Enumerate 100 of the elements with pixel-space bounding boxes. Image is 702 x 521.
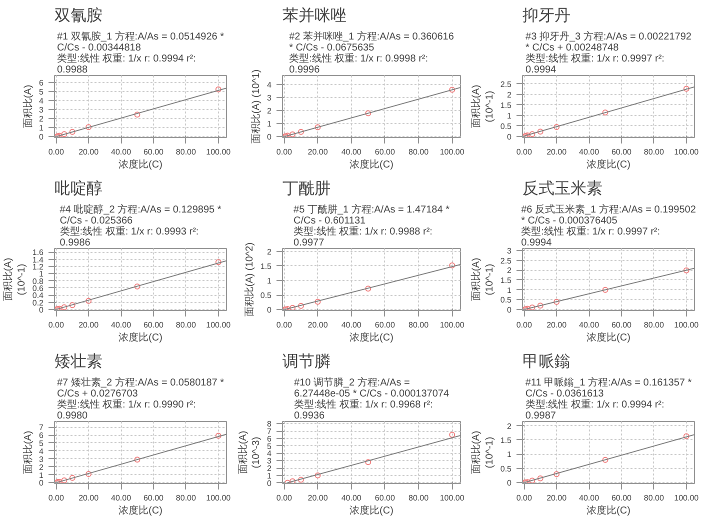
chart-title: 反式玉米素 bbox=[522, 180, 602, 198]
x-tick-label: 60.00 bbox=[374, 494, 396, 502]
x-tick-label: 20.00 bbox=[546, 494, 568, 502]
y-tick-label: 2.5 bbox=[500, 256, 512, 266]
y-axis-title: 面积比(A) bbox=[236, 430, 249, 474]
chart-subtitle: #3 抑牙丹_3 方程:A/As = 0.00221792 * C/Cs + 0.00248748 类型:线性 权重: 1/x r: 0.9997 r²: 0.9994 bbox=[526, 30, 692, 76]
chart-title: 吡啶醇 bbox=[54, 180, 102, 198]
y-tick-label: 2 bbox=[39, 114, 44, 124]
x-tick-label: 80.00 bbox=[644, 320, 664, 330]
chart-title: 丁酰肼 bbox=[282, 180, 330, 198]
y-tick-label: 5 bbox=[39, 88, 44, 97]
x-tick-label: 20.00 bbox=[546, 320, 568, 330]
y-tick-label: 2 bbox=[267, 106, 272, 116]
x-tick-label: 20.00 bbox=[78, 148, 100, 156]
y-tick-label: 0 bbox=[267, 132, 272, 142]
x-tick-label: 60.00 bbox=[143, 494, 164, 502]
x-tick-label: 80.00 bbox=[408, 320, 430, 330]
y-tick-label: 2.5 bbox=[500, 80, 512, 89]
y-tick-label: 1.6 bbox=[32, 248, 44, 258]
y-tick-label: 2 bbox=[267, 464, 272, 473]
x-axis-title: 浓度比(C) bbox=[350, 158, 394, 170]
y-tick-label: 0.5 bbox=[260, 291, 272, 300]
y-tick-label: 1 bbox=[507, 450, 512, 460]
y-tick-label: 0 bbox=[507, 306, 512, 315]
x-axis-title: 浓度比(C) bbox=[118, 504, 162, 516]
x-tick-label: 20.00 bbox=[78, 494, 100, 502]
chart-title: 苯并咪唑 bbox=[282, 6, 346, 24]
x-tick-label: 0.00 bbox=[276, 148, 293, 156]
y-tick-label: 1.5 bbox=[500, 276, 512, 285]
y-tick-label: 1.2 bbox=[32, 262, 44, 272]
chart-title: 双氰胺 bbox=[54, 6, 102, 24]
x-tick-label: 100.00 bbox=[440, 494, 465, 502]
y-tick-label: 7 bbox=[39, 423, 44, 432]
y-tick-label: 6 bbox=[39, 431, 44, 440]
x-tick-label: 80.00 bbox=[176, 148, 196, 156]
y-tick-label: 3 bbox=[39, 106, 44, 115]
y-tick-label: 2 bbox=[507, 266, 512, 276]
chart-subtitle: #5 丁酰肼_1 方程:A/As = 1.47184 * C/Cs - 0.601131 类型:线性 权重: 1/x r: 0.9988 r²: 0.9977 bbox=[294, 204, 450, 248]
x-tick-label: 40.00 bbox=[579, 320, 600, 330]
chart-title: 抑牙丹 bbox=[522, 8, 570, 24]
y-tick-label: 6 bbox=[39, 78, 44, 88]
x-tick-label: 80.00 bbox=[176, 494, 196, 502]
x-tick-label: 60.00 bbox=[374, 320, 396, 330]
chart-title: 矮壮素 bbox=[54, 352, 102, 370]
y-tick-label: 5 bbox=[39, 438, 44, 448]
x-tick-label: 80.00 bbox=[644, 148, 664, 156]
chart-subtitle: #7 矮壮素_2 方程:A/As = 0.0580187 * C/Cs + 0.0276703 类型:线性 权重: 1/x r: 0.9990 r²: 0.9980 bbox=[56, 376, 224, 422]
x-tick-label: 0.00 bbox=[48, 148, 64, 156]
y-tick-label: 1 bbox=[267, 120, 272, 129]
chart-title: 调节膦 bbox=[282, 352, 330, 370]
x-tick-label: 20.00 bbox=[546, 148, 568, 156]
y-tick-label: 0 bbox=[507, 478, 512, 488]
x-axis-title: 浓度比(C) bbox=[586, 504, 630, 516]
x-tick-label: 60.00 bbox=[611, 148, 632, 156]
y-axis-title: 面积比(A) (10^-1) bbox=[470, 258, 496, 302]
x-tick-label: 20.00 bbox=[308, 320, 328, 330]
x-tick-label: 80.00 bbox=[408, 494, 430, 502]
y-tick-label: 1 bbox=[267, 471, 272, 480]
y-axis-title: 面积比(A) (10^1) bbox=[250, 69, 262, 144]
y-tick-label: 1.5 bbox=[500, 436, 512, 445]
y-tick-label: 0.5 bbox=[500, 296, 512, 305]
x-axis-title: 浓度比(C) bbox=[586, 158, 630, 170]
y-axis-title: 面积比(A) (10^-1) bbox=[470, 430, 496, 474]
y-tick-label: 2 bbox=[267, 247, 272, 256]
y-tick-label: 0.5 bbox=[500, 122, 512, 131]
chart-subtitle: #2 苯并咪唑_1 方程:A/As = 0.360616 * C/Cs - 0.0675635 类型:线性 权重: 1/x r: 0.9998 r²: 0.9996 bbox=[289, 30, 454, 76]
y-tick-label: 1.5 bbox=[500, 100, 512, 110]
chart-subtitle: #4 吡啶醇_2 方程:A/As = 0.129895 * C/Cs - 0.025366 类型:线性 权重: 1/x r: 0.9993 r²: 0.9986 bbox=[60, 204, 222, 248]
y-tick-label: 3 bbox=[267, 94, 272, 103]
y-tick-label: 1 bbox=[39, 270, 44, 279]
y-tick-label: 1 bbox=[39, 124, 44, 133]
x-tick-label: 60.00 bbox=[611, 494, 632, 502]
x-tick-label: 0.00 bbox=[48, 320, 64, 330]
chart-title: 甲哌鎓 bbox=[522, 352, 570, 370]
y-tick-label: 3 bbox=[267, 456, 272, 466]
x-tick-label: 80.00 bbox=[176, 320, 196, 330]
x-tick-label: 80.00 bbox=[408, 148, 430, 156]
y-tick-label: 1 bbox=[267, 276, 272, 286]
y-tick-label: 2 bbox=[507, 90, 512, 100]
x-tick-label: 40.00 bbox=[111, 320, 132, 330]
y-tick-label: 7 bbox=[267, 427, 272, 436]
x-tick-label: 80.00 bbox=[644, 494, 664, 502]
chart-subtitle: #6 反式玉米素_1 方程:A/As = 0.199502 * C/Cs - 0.000376405 类型:线性 权重: 1/x r: 0.9997 r²: 0.9994 bbox=[521, 204, 696, 248]
text: 面积比(A) bbox=[23, 430, 34, 474]
x-tick-label: 60.00 bbox=[611, 320, 632, 330]
x-axis-title: 浓度比(C) bbox=[118, 332, 162, 344]
x-tick-label: 100.00 bbox=[206, 494, 232, 502]
x-tick-label: 100.00 bbox=[674, 148, 700, 156]
y-tick-label: 1 bbox=[507, 111, 512, 120]
y-axis-title: 面积比(A) (10^-1) bbox=[470, 84, 496, 128]
x-tick-label: 0.00 bbox=[516, 320, 532, 330]
y-tick-label: 8 bbox=[267, 420, 272, 429]
x-tick-label: 40.00 bbox=[111, 148, 132, 156]
x-tick-label: 60.00 bbox=[143, 320, 164, 330]
y-tick-label: 4 bbox=[39, 96, 44, 106]
x-tick-label: 20.00 bbox=[78, 320, 100, 330]
x-tick-label: 60.00 bbox=[143, 148, 164, 156]
text: (10^-3) bbox=[251, 436, 262, 468]
x-tick-label: 40.00 bbox=[579, 148, 600, 156]
y-tick-label: 0.6 bbox=[32, 284, 44, 293]
